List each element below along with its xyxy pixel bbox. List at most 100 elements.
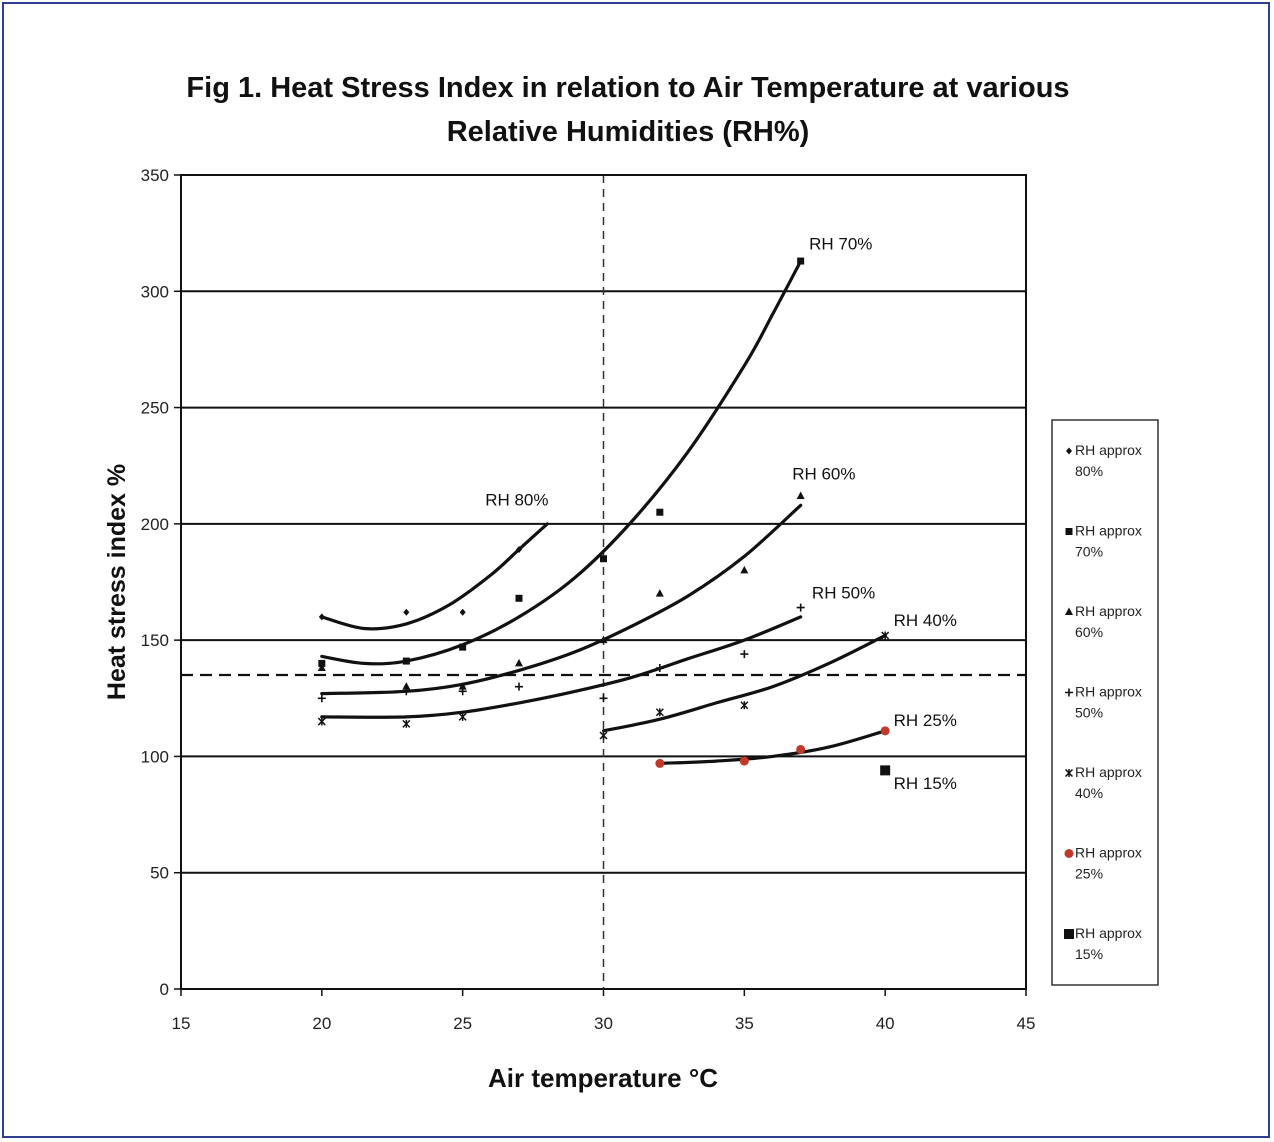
legend-marker [1065,528,1073,535]
data-point-series-2 [796,491,805,499]
x-tick-label: 25 [453,1014,472,1033]
curve-label: RH 70% [809,234,872,253]
curve-label: RH 15% [894,774,957,793]
x-axis-title: Air temperature °C [488,1063,718,1093]
data-point-series-3 [796,603,805,612]
data-point-series-1 [600,555,607,563]
trend-curve-series-1 [320,259,803,666]
trend-curve-series-3 [320,615,803,719]
legend-marker [1064,849,1074,858]
y-tick-label: 150 [141,631,169,650]
data-point-series-0 [516,545,522,553]
legend-label: 15% [1075,946,1103,962]
data-point-series-2 [740,565,749,574]
data-point-series-5 [655,758,665,768]
chart-title-line-2: Relative Humidities (RH%) [447,116,810,148]
data-point-series-5 [796,744,806,754]
curve-label: RH 50% [812,583,875,602]
data-point-series-3 [515,682,523,691]
data-point-series-3 [740,650,749,659]
x-tick-label: 35 [735,1014,754,1033]
data-point-series-5 [880,726,890,736]
legend-label: RH approx [1075,764,1142,780]
data-point-series-1 [402,657,410,665]
data-point-series-2 [599,635,608,644]
legend-box [1051,419,1159,986]
x-tick-label: 20 [312,1014,331,1033]
legend-label: RH approx [1075,603,1142,619]
data-point-series-3 [458,687,467,696]
data-point-series-4 [740,701,749,710]
data-point-series-2 [655,589,664,597]
data-point-series-0 [459,608,466,616]
data-point-series-2 [458,682,467,690]
reference-lines [181,175,1026,989]
x-tick-label: 40 [876,1014,895,1033]
data-point-series-2 [515,658,523,667]
legend-marker [1065,688,1073,697]
data-point-series-6 [880,765,891,776]
trend-curve-series-5 [658,729,887,765]
curve-label: RH 80% [485,490,548,509]
data-point-series-5 [739,756,749,766]
data-point-series-4 [599,731,608,740]
legend-label: 40% [1075,785,1103,801]
y-tick-label: 200 [141,515,169,534]
x-tick-label: 30 [594,1014,613,1033]
legend-label: RH approx [1075,925,1142,941]
trend-curve-series-0 [320,522,549,631]
y-axis-title: Heat stress index % [103,464,131,700]
curve-label: RH 25% [894,711,957,730]
data-point-series-1 [656,508,664,516]
y-tick-label: 100 [141,747,169,766]
legend-marker [1065,607,1073,615]
data-point-series-0 [318,613,325,621]
chart-title-line-1: Fig 1. Heat Stress Index in relation to … [186,72,1069,104]
data-point-series-1 [459,643,467,651]
data-point-series-3 [317,694,326,703]
data-point-series-2 [402,682,411,690]
y-axis-ticks: 0 50 100 150 200 250 300 350 [141,166,181,999]
x-tick-label: 15 [172,1014,191,1033]
curve-label: RH 40% [894,611,957,630]
x-axis-ticks: 15 20 25 30 35 40 45 [172,989,1036,1033]
legend-label: 50% [1075,705,1103,721]
data-point-series-3 [655,664,664,673]
curve-label: RH 60% [792,465,855,484]
data-point-series-1 [515,594,523,602]
x-tick-label: 45 [1017,1014,1036,1033]
data-point-series-4 [458,712,467,721]
y-tick-label: 50 [150,864,169,883]
data-point-series-4 [317,717,326,726]
data-point-series-1 [318,659,326,667]
legend-label: RH approx [1075,523,1142,539]
data-point-series-2 [317,663,326,672]
data-point-series-1 [797,257,805,265]
legend-label: 25% [1075,866,1103,882]
legend-label: RH approx [1075,845,1142,861]
y-tick-label: 350 [141,166,169,185]
legend-marker [1064,929,1074,939]
legend-label: RH approx [1075,442,1142,458]
trend-curve-series-4 [601,633,887,733]
data-point-series-4 [655,708,664,717]
legend-marker [1064,768,1074,778]
data-point-series-3 [402,687,411,696]
legend-label: 70% [1075,544,1103,560]
data-point-series-4 [881,631,890,640]
legend-label: RH approx [1075,684,1142,700]
legend-label: 80% [1075,463,1103,479]
data-point-series-3 [599,694,608,703]
curve-labels: RH 70% RH 60% RH 80% RH 50% RH 40% RH 25% RH 1… [485,234,957,793]
data-point-series-0 [403,608,410,616]
trend-curve-series-2 [320,503,803,696]
legend-label: 60% [1075,624,1103,640]
grid-layer [181,290,1026,874]
data-point-series-4 [402,719,411,728]
legend: RH approx 80% RH approx 70% RH approx 60% RH a… [1051,419,1159,986]
y-tick-label: 0 [160,980,169,999]
data-points [317,257,891,776]
y-tick-label: 250 [141,399,169,418]
